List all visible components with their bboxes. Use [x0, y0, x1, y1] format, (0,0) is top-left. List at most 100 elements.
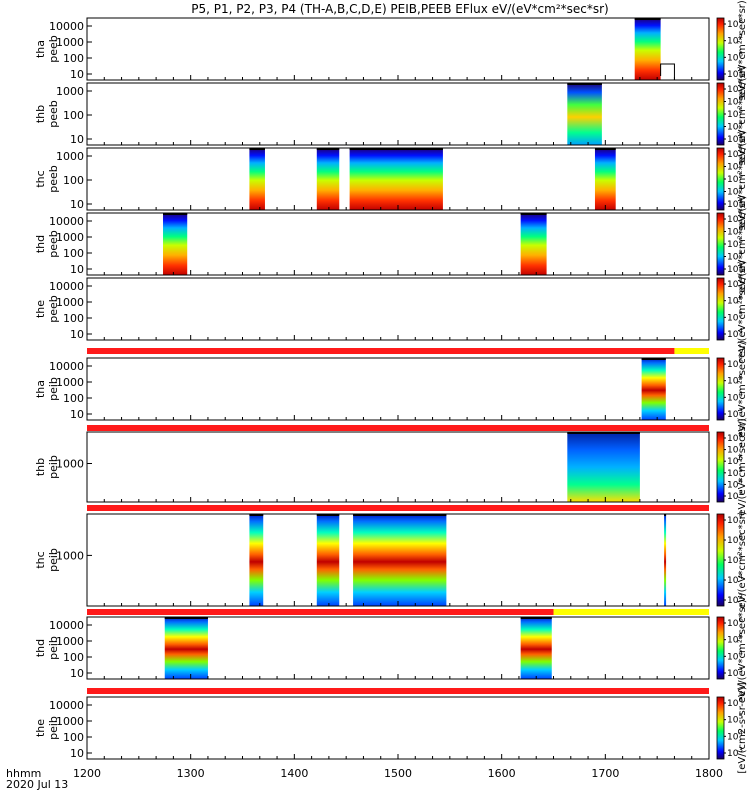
- colorbar-label: [eV/(cm2-s-sr-eV)]: [737, 682, 748, 773]
- colorbar-tick-label: 104: [727, 120, 743, 133]
- y-tick-label: 100: [63, 52, 84, 65]
- colorbar-label: eV/(eV*cm²*sec*sr): [737, 65, 748, 163]
- block-top-edge: [567, 432, 640, 434]
- time-axis: 1200 1300 1400 1500 1600 1700 1800: [73, 767, 723, 780]
- y-tick-label: 10000: [49, 619, 84, 632]
- panel-product-label: peib: [47, 377, 60, 401]
- status-bar-yellow: [553, 609, 709, 615]
- colorbar-tick-label: 107: [727, 513, 743, 526]
- y-tick-label: 10: [70, 747, 84, 760]
- figure-title: P5, P1, P2, P3, P4 (TH-A,B,C,D,E) PEIB,P…: [191, 2, 608, 16]
- y-tick-label: 10: [70, 667, 84, 680]
- x-tick-label: 1200: [73, 767, 101, 780]
- colorbar-tick-label: 104: [727, 729, 743, 742]
- y-tick-label: 10000: [49, 699, 84, 712]
- y-tick-label: 1000: [56, 635, 84, 648]
- panel-product-label: peib: [47, 636, 60, 660]
- panel-probe-label: tha: [34, 380, 47, 398]
- colorbar-tick-label: 106: [727, 357, 743, 370]
- panel-product-label: peeb: [47, 295, 60, 323]
- x-tick-label: 1500: [384, 767, 412, 780]
- colorbar: [716, 696, 725, 760]
- panel-frame: [86, 17, 710, 81]
- status-bar-red: [87, 609, 554, 615]
- status-bar-red: [87, 688, 709, 694]
- colorbar-tick-label: 105: [727, 107, 743, 120]
- panel-probe-label: thb: [34, 105, 47, 123]
- panel-product-label: peib: [47, 455, 60, 479]
- y-tick-label: 100: [63, 247, 84, 260]
- block-top-edge: [353, 514, 447, 516]
- panel-probe-label: tha: [34, 40, 47, 58]
- colorbar: [716, 212, 725, 276]
- colorbar: [716, 513, 725, 607]
- y-tick-label: 10000: [49, 215, 84, 228]
- y-tick-label: 1000: [56, 231, 84, 244]
- colorbar-tick-label: 106: [727, 50, 743, 63]
- colorbar-tick-label: 105: [727, 713, 743, 726]
- y-tick-label: 10: [70, 328, 84, 341]
- block-top-edge: [664, 514, 667, 516]
- block-top-edge: [316, 148, 340, 150]
- x-tick-label: 1300: [177, 767, 205, 780]
- colorbar-label: eV/(eV*cm²*sec*sr): [737, 418, 748, 516]
- block-top-edge: [349, 148, 443, 150]
- panel-probe-label: the: [34, 300, 47, 318]
- panel-thc-peib: 1000 thc peib 103 104 105 106 107eV/(eV*cm²*sec…: [34, 511, 748, 615]
- spectrogram-block: [164, 617, 208, 679]
- colorbar-tick-label: 103: [727, 197, 743, 210]
- y-tick-label: 10: [70, 68, 84, 81]
- colorbar-tick-label: 106: [727, 616, 743, 629]
- colorbar-label: eV/(eV*cm²*sec*sr): [737, 0, 748, 98]
- colorbar-tick-label: 105: [727, 172, 743, 185]
- block-top-edge: [520, 617, 552, 619]
- spectrogram-block: [520, 617, 552, 679]
- colorbar-tick-label: 105: [727, 67, 743, 80]
- colorbar-tick-label: 104: [727, 477, 743, 490]
- block-top-edge: [641, 358, 666, 360]
- panel-probe-label: thd: [34, 235, 47, 253]
- panel-probe-label: thd: [34, 639, 47, 657]
- x-tick-label: 1600: [488, 767, 516, 780]
- colorbar-tick-label: 107: [727, 277, 743, 290]
- colorbar-tick-label: 106: [727, 533, 743, 546]
- colorbar-tick-label: 108: [727, 431, 743, 444]
- x-tick-label: 1400: [280, 767, 308, 780]
- panel-frame: [86, 82, 710, 146]
- block-top-edge: [567, 83, 602, 85]
- spectrogram-block: [349, 148, 443, 210]
- colorbar-tick-label: 107: [727, 34, 743, 47]
- spectrogram-block: [664, 514, 667, 606]
- y-tick-label: 100: [63, 731, 84, 744]
- colorbar: [716, 277, 725, 341]
- status-bar-red: [87, 505, 709, 511]
- y-tick-label: 1000: [56, 150, 84, 163]
- spectrogram-block: [594, 148, 616, 210]
- colorbar-tick-label: 103: [727, 262, 743, 275]
- colorbar-tick-label: 105: [727, 310, 743, 323]
- y-tick-label: 1000: [56, 715, 84, 728]
- colorbar-label: eV/(eV*cm²*sec*sr): [737, 195, 748, 293]
- colorbar-tick-label: 104: [727, 250, 743, 263]
- colorbar-tick-label: 103: [727, 407, 743, 420]
- spectrogram-block: [641, 358, 666, 420]
- y-tick-label: 10: [70, 133, 84, 146]
- block-top-edge: [520, 213, 547, 215]
- panel-probe-label: the: [34, 719, 47, 737]
- time-axis-unit: hhmm: [6, 767, 41, 780]
- block-top-edge: [164, 617, 208, 619]
- block-top-edge: [634, 18, 661, 20]
- status-bar-red: [87, 348, 675, 354]
- colorbar-tick-label: 103: [727, 666, 743, 679]
- y-tick-label: 10000: [49, 280, 84, 293]
- panel-probe-label: thb: [34, 458, 47, 476]
- y-tick-label: 1000: [56, 85, 84, 98]
- y-tick-label: 10: [70, 408, 84, 421]
- colorbar-label: eV/(eV*cm²*sec*sr): [737, 599, 748, 697]
